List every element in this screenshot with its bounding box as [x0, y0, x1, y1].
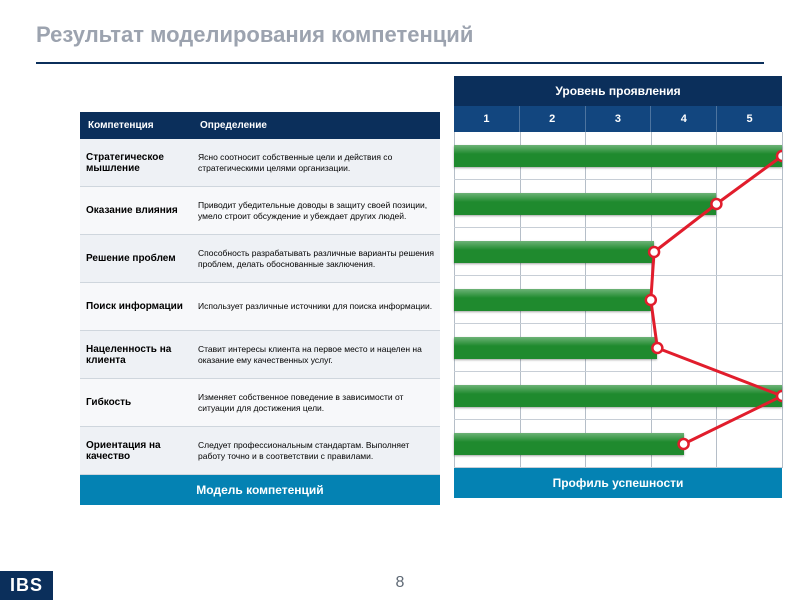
table-row: Оказание влиянияПриводит убедительные до…: [80, 187, 440, 235]
competency-definition: Следует профессиональным стандартам. Вып…: [192, 427, 440, 474]
competency-bar: [454, 289, 651, 311]
competency-bar: [454, 193, 716, 215]
competency-definition: Приводит убедительные доводы в защиту св…: [192, 187, 440, 234]
level-number: 5: [716, 106, 782, 132]
competency-table: Компетенция Определение Стратегическое м…: [80, 76, 440, 505]
level-number: 2: [519, 106, 585, 132]
competency-bar: [454, 433, 684, 455]
table-row: Ориентация на качествоСледует профессион…: [80, 427, 440, 475]
table-row: ГибкостьИзменяет собственное поведение в…: [80, 379, 440, 427]
competency-bar: [454, 241, 654, 263]
table-header-row: Компетенция Определение: [80, 112, 440, 139]
chart-area: [454, 132, 782, 468]
col-header-definition: Определение: [192, 112, 440, 139]
chart-footer-label: Профиль успешности: [454, 468, 782, 498]
table-row: Нацеленность на клиентаСтавит интересы к…: [80, 331, 440, 379]
competency-definition: Ясно соотносит собственные цели и действ…: [192, 139, 440, 186]
levels-numbers: 12345: [454, 106, 782, 132]
competency-definition: Ставит интересы клиента на первое место …: [192, 331, 440, 378]
table-footer-label: Модель компетенций: [80, 475, 440, 505]
competency-bar: [454, 145, 782, 167]
competency-name: Нацеленность на клиента: [80, 331, 192, 378]
level-number: 1: [454, 106, 519, 132]
chart-row: [454, 132, 782, 180]
page-title: Результат моделирования компетенций: [36, 22, 764, 48]
chart-row: [454, 324, 782, 372]
table-row: Поиск информацииИспользует различные ист…: [80, 283, 440, 331]
success-profile-chart: Уровень проявления 12345 Профиль успешно…: [454, 76, 782, 505]
levels-title: Уровень проявления: [454, 76, 782, 106]
table-row: Стратегическое мышлениеЯсно соотносит со…: [80, 139, 440, 187]
col-header-competency: Компетенция: [80, 112, 192, 139]
competency-name: Гибкость: [80, 379, 192, 426]
competency-bar: [454, 337, 657, 359]
competency-name: Оказание влияния: [80, 187, 192, 234]
competency-definition: Использует различные источники для поиск…: [192, 283, 440, 330]
page-number: 8: [396, 574, 405, 592]
competency-bar: [454, 385, 782, 407]
chart-row: [454, 276, 782, 324]
competency-name: Решение проблем: [80, 235, 192, 282]
competency-definition: Способность разрабатывать различные вари…: [192, 235, 440, 282]
competency-name: Поиск информации: [80, 283, 192, 330]
level-number: 4: [650, 106, 716, 132]
competency-definition: Изменяет собственное поведение в зависим…: [192, 379, 440, 426]
chart-row: [454, 372, 782, 420]
competency-name: Стратегическое мышление: [80, 139, 192, 186]
table-row: Решение проблемСпособность разрабатывать…: [80, 235, 440, 283]
competency-name: Ориентация на качество: [80, 427, 192, 474]
chart-row: [454, 180, 782, 228]
header-rule: [36, 62, 764, 64]
brand-logo: IBS: [0, 571, 53, 600]
chart-row: [454, 420, 782, 468]
level-number: 3: [585, 106, 651, 132]
chart-row: [454, 228, 782, 276]
